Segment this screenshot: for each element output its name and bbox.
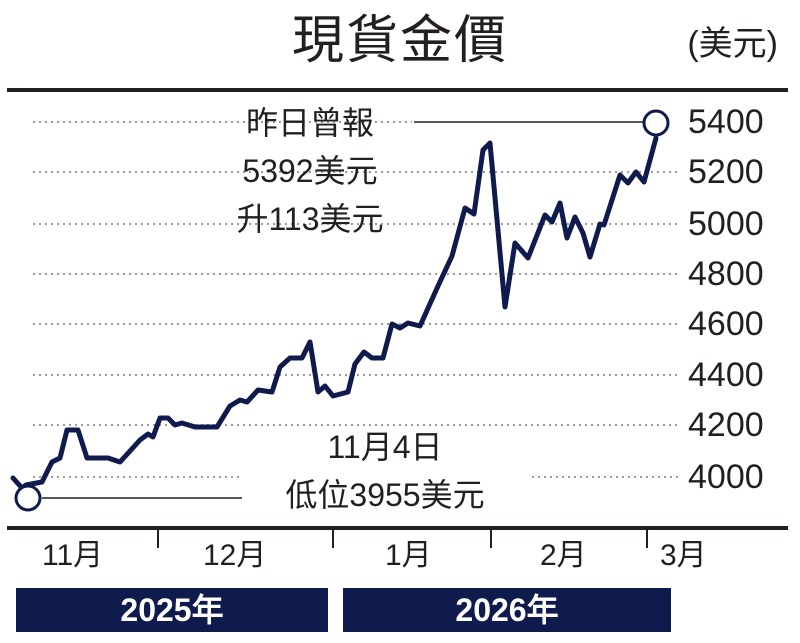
gridlines (33, 121, 680, 478)
y-tick-5000: 5000 (688, 205, 764, 243)
low-annotation-line2: 低位3955美元 (285, 477, 485, 513)
x-label-nov: 11月 (42, 539, 104, 572)
y-tick-5400: 5400 (688, 103, 764, 141)
x-tick-separator (646, 530, 648, 548)
x-axis-line (7, 526, 788, 530)
high-point-marker (642, 109, 670, 137)
y-tick-5200: 5200 (688, 153, 764, 191)
y-tick-4800: 4800 (688, 255, 764, 293)
high-annotation-line1: 昨日曾報 (245, 105, 374, 141)
x-label-feb: 2月 (540, 539, 587, 572)
price-line (10, 135, 659, 491)
low-point-marker (14, 484, 42, 512)
year-bar-2025: 2025年 (16, 588, 328, 632)
year-bar-2026: 2026年 (343, 588, 671, 632)
chart-title: 現貨金價 (291, 12, 508, 70)
y-tick-4400: 4400 (688, 356, 764, 394)
y-tick-4000: 4000 (688, 458, 764, 496)
low-annotation-line1: 11月4日 (327, 429, 443, 465)
high-annotation-line2: 5392美元 (242, 153, 378, 189)
x-label-jan: 1月 (385, 539, 432, 572)
top-divider (7, 88, 788, 92)
x-tick-separator (157, 530, 159, 548)
x-label-mar: 3月 (660, 539, 707, 572)
x-label-dec: 12月 (203, 539, 267, 572)
unit-label: (美元) (687, 25, 778, 63)
y-tick-4200: 4200 (688, 406, 764, 444)
x-tick-separator (332, 530, 334, 548)
high-annotation-line3: 升113美元 (236, 201, 384, 237)
y-tick-4600: 4600 (688, 305, 764, 343)
x-tick-separator (490, 530, 492, 548)
